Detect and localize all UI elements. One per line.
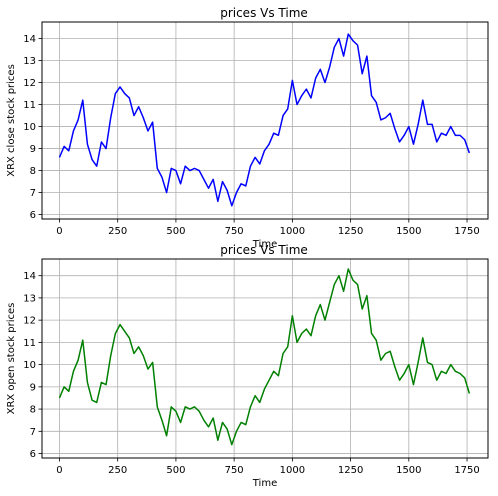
y-tick-label: 8	[30, 405, 36, 416]
y-tick-label: 8	[30, 166, 36, 177]
y-tick-label: 6	[30, 449, 36, 460]
y-tick-label: 11	[23, 100, 36, 111]
x-tick-label: 250	[108, 226, 127, 237]
y-tick-label: 14	[23, 34, 36, 45]
y-tick-label: 9	[30, 382, 36, 393]
x-tick-label: 750	[225, 226, 244, 237]
y-ticks: 6 7 8 9 10 11 12 13 14	[23, 271, 42, 460]
x-tick-label: 1500	[396, 465, 421, 476]
y-ticks: 6 7 8 9 10 11 12 13 14	[23, 34, 42, 221]
x-tick-label: 250	[108, 465, 127, 476]
axes-frame	[41, 21, 489, 220]
series-layer	[58, 33, 471, 207]
x-tick-label: 1750	[454, 226, 479, 237]
x-tick-label: 1250	[338, 226, 363, 237]
x-ticks: 0 250 500 750 1000 1250 1500 1750	[56, 219, 480, 237]
y-tick-label: 9	[30, 144, 36, 155]
y-axis-label: XRX open stock prices	[6, 303, 17, 415]
x-tick-label: 0	[56, 226, 62, 237]
x-ticks: 0 250 500 750 1000 1250 1500 1750	[56, 458, 480, 476]
open-price-chart: prices Vs Time 0 250 500 750 1000 1250 1500 175…	[6, 243, 489, 489]
y-tick-label: 10	[23, 360, 36, 371]
y-tick-label: 7	[30, 427, 36, 438]
x-tick-label: 0	[56, 465, 62, 476]
y-tick-label: 7	[30, 188, 36, 199]
y-tick-label: 14	[23, 271, 36, 282]
x-tick-label: 750	[225, 465, 244, 476]
grid	[42, 22, 488, 219]
x-tick-label: 1750	[454, 465, 479, 476]
axes-frame	[41, 258, 489, 459]
x-tick-label: 1000	[280, 465, 305, 476]
x-tick-label: 1000	[280, 226, 305, 237]
y-axis-label: XRX close stock prices	[6, 64, 17, 177]
y-tick-label: 13	[23, 56, 36, 67]
chart-title: prices Vs Time	[220, 6, 308, 20]
x-tick-label: 1250	[338, 465, 363, 476]
chart-title: prices Vs Time	[220, 243, 308, 257]
y-tick-label: 11	[23, 338, 36, 349]
series-line	[58, 33, 471, 207]
x-tick-label: 500	[166, 226, 185, 237]
y-tick-label: 12	[23, 78, 36, 89]
y-tick-label: 13	[23, 293, 36, 304]
series-line	[58, 268, 471, 446]
y-tick-label: 12	[23, 316, 36, 327]
close-price-chart: prices Vs Time 0 250 500 750 1000 1250 1500 175…	[6, 6, 489, 250]
x-tick-label: 1500	[396, 226, 421, 237]
x-tick-label: 500	[166, 465, 185, 476]
series-layer	[58, 268, 471, 446]
y-tick-label: 6	[30, 210, 36, 221]
x-axis-label: Time	[252, 478, 277, 489]
x-axis-label: Time	[252, 239, 277, 250]
y-tick-label: 10	[23, 122, 36, 133]
